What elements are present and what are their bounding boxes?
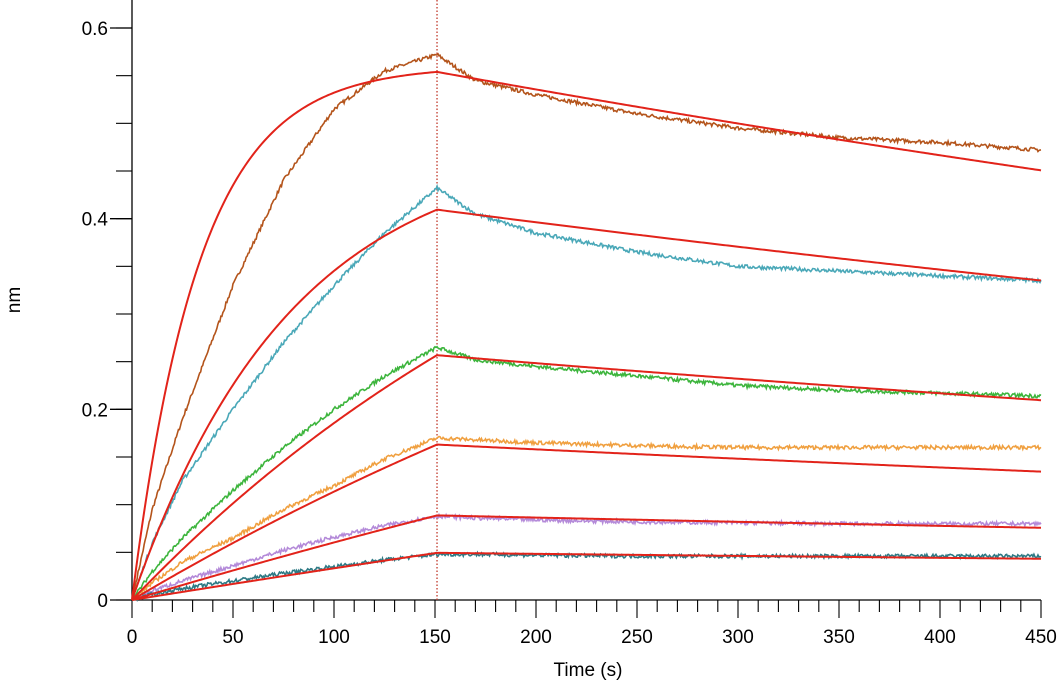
x-tick-label: 50: [222, 627, 243, 648]
fit-curve-5: [131, 514, 1042, 601]
data-series-6: [131, 550, 1042, 602]
data-series-1: [131, 52, 1042, 601]
x-tick-label: 250: [621, 627, 653, 648]
x-tick-label: 450: [1025, 627, 1057, 648]
data-series-4: [131, 435, 1042, 601]
y-tick-label: 0.2: [82, 400, 108, 421]
x-axis-label: Time (s): [554, 660, 623, 681]
x-tick-label: 350: [823, 627, 855, 648]
y-tick-label: 0.6: [82, 19, 108, 40]
x-tick-label: 300: [722, 627, 754, 648]
y-tick-label: 0: [97, 591, 108, 612]
data-series-2: [131, 183, 1042, 601]
x-tick-label: 100: [318, 627, 350, 648]
x-tick-label: 200: [520, 627, 552, 648]
fit-curve-2: [131, 208, 1042, 601]
x-tick-label: 150: [419, 627, 451, 648]
fit-curve-1: [131, 70, 1042, 601]
fit-curve-6: [131, 551, 1042, 601]
y-axis-label: nm: [4, 287, 25, 313]
fit-curve-4: [131, 443, 1042, 601]
x-tick-label: 0: [127, 627, 138, 648]
axes: 0 0.2 0.4 0.6 0 50 100 150 200 250 300 350 400 450: [82, 0, 1057, 648]
fit-curves-layer: [131, 70, 1042, 601]
labels: Time (s) nm: [4, 287, 622, 681]
fit-curve-3: [131, 354, 1042, 601]
y-tick-label: 0.4: [82, 210, 109, 231]
x-tick-label: 400: [924, 627, 956, 648]
